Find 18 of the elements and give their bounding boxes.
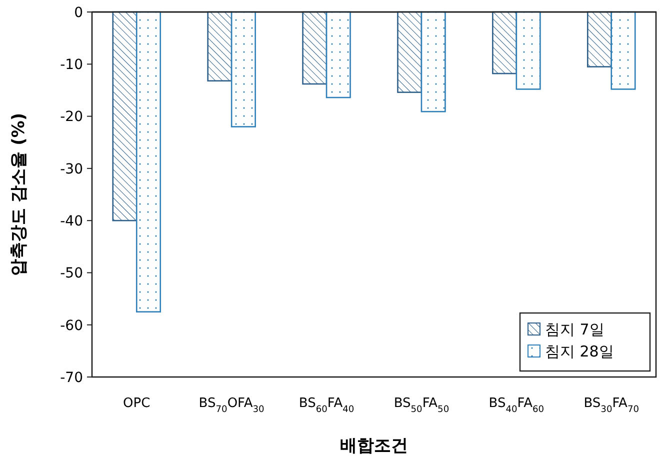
- x-tick-label: BS$_{70}$OFA$_{30}$: [198, 396, 265, 415]
- x-tick-label: BS$_{50}$FA$_{50}$: [394, 396, 450, 415]
- y-tick-label: -30: [60, 161, 83, 178]
- y-tick-label: -60: [60, 318, 83, 334]
- legend-label: 침지 7일: [545, 320, 604, 338]
- y-tick-label: -10: [60, 57, 83, 74]
- x-tick-label: BS$_{30}$FA$_{70}$: [584, 396, 640, 415]
- legend-label: 침지 28일: [545, 342, 614, 360]
- y-axis-title: 압축강도 감소율 (%): [9, 112, 29, 276]
- y-tick-label: 0: [74, 4, 83, 21]
- y-tick-label: -20: [60, 109, 83, 126]
- x-tick-label: OPC: [123, 396, 150, 411]
- x-axis-title: 배합조건: [340, 436, 408, 456]
- y-tick-label: -40: [60, 213, 83, 230]
- y-tick-label: -70: [60, 370, 83, 386]
- x-tick-label: BS$_{60}$FA$_{40}$: [298, 396, 354, 415]
- x-tick-label: BS$_{40}$FA$_{60}$: [488, 396, 544, 415]
- y-tick-label: -50: [60, 266, 83, 282]
